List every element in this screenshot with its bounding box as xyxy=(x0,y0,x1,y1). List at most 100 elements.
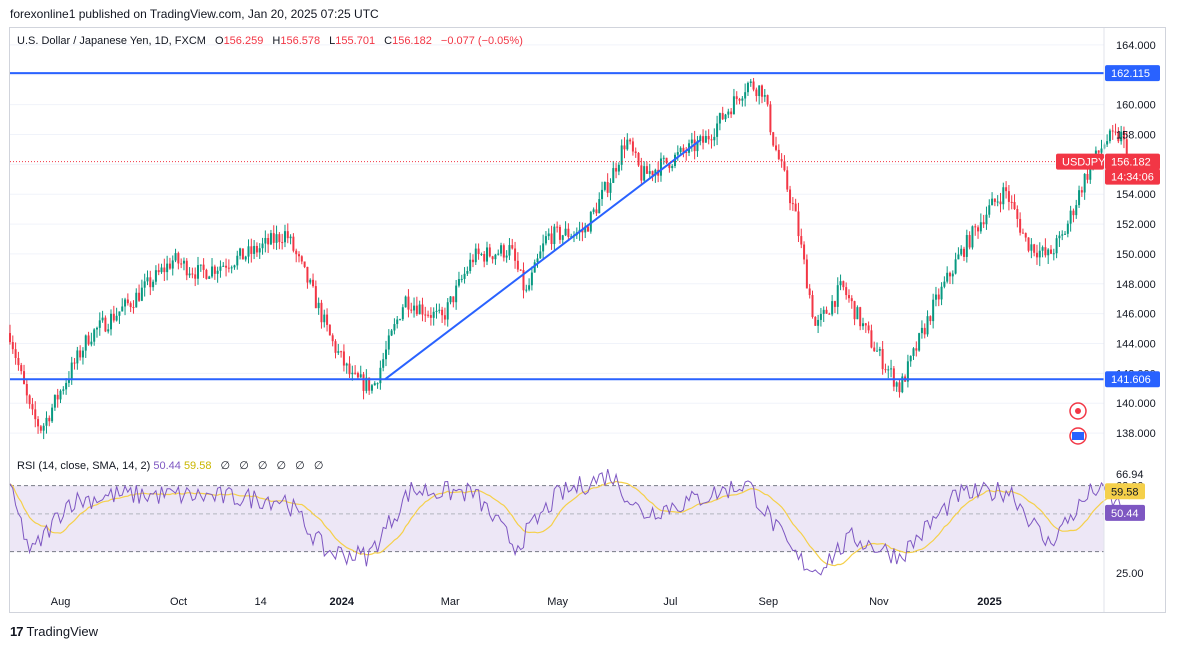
candle-body xyxy=(185,260,188,276)
candle xyxy=(960,245,963,257)
candle-body xyxy=(516,260,519,270)
candle-body xyxy=(679,147,682,153)
candle-body xyxy=(295,250,298,255)
candle-body xyxy=(455,285,458,303)
candle xyxy=(342,344,345,372)
candle-body xyxy=(780,159,783,162)
candle-body xyxy=(180,263,183,265)
candle-body xyxy=(819,313,822,320)
tradingview-footer[interactable]: 17 TradingView xyxy=(10,624,98,639)
candle-body xyxy=(558,226,561,240)
candle xyxy=(281,233,284,250)
candle-body xyxy=(775,145,778,150)
candle xyxy=(157,263,160,276)
candle xyxy=(648,163,651,178)
candle xyxy=(592,207,595,215)
candle xyxy=(918,332,921,352)
rsi-sma-badge-box xyxy=(1105,483,1145,500)
candle-body xyxy=(163,267,166,273)
candle xyxy=(631,137,634,156)
candle-body xyxy=(1055,238,1058,254)
candle xyxy=(452,296,455,308)
candle xyxy=(247,239,250,264)
candle-body xyxy=(31,404,34,410)
candle xyxy=(138,284,141,302)
candle xyxy=(623,137,626,159)
candle-body xyxy=(230,267,233,269)
candle-body xyxy=(441,309,444,316)
candle-body xyxy=(298,254,301,257)
candle xyxy=(269,229,272,246)
candle xyxy=(609,178,612,201)
candle-body xyxy=(1120,131,1123,142)
candle xyxy=(17,351,20,371)
candle-body xyxy=(1083,174,1086,193)
candle-body xyxy=(76,350,79,364)
candle-body xyxy=(620,145,623,165)
candle-body xyxy=(1066,223,1069,234)
price-tick: 164.000 xyxy=(1116,40,1156,52)
candle xyxy=(1013,194,1016,210)
candle-body xyxy=(348,363,351,375)
candle xyxy=(1106,134,1109,148)
candle xyxy=(550,225,553,250)
rsi-lines xyxy=(9,468,1131,576)
candle xyxy=(887,365,890,379)
candle xyxy=(1047,248,1050,264)
candle-body xyxy=(814,316,817,326)
candle xyxy=(842,280,845,291)
candle xyxy=(544,231,547,246)
candle xyxy=(455,279,458,310)
support-badge-box xyxy=(1105,371,1160,388)
close-value: 156.182 xyxy=(392,35,432,47)
candle xyxy=(968,231,971,250)
candle xyxy=(79,345,82,361)
candle xyxy=(724,113,727,122)
candle-body xyxy=(1049,249,1052,254)
candle-body xyxy=(166,263,169,273)
footer-brand: TradingView xyxy=(26,624,99,639)
candle-body xyxy=(37,419,40,427)
candle xyxy=(292,233,295,253)
candle-body xyxy=(413,305,416,311)
candle xyxy=(399,318,402,321)
candle xyxy=(309,278,312,285)
candle-body xyxy=(393,324,396,331)
candle xyxy=(239,247,242,260)
candle xyxy=(323,309,326,328)
candle xyxy=(188,267,191,278)
candle-body xyxy=(11,342,14,350)
candle xyxy=(298,251,301,263)
candle-body xyxy=(696,140,699,152)
candle-body xyxy=(247,246,250,257)
candle xyxy=(850,295,853,309)
candle xyxy=(177,251,180,270)
candle-body xyxy=(991,198,994,206)
candle-body xyxy=(278,234,281,243)
candle xyxy=(926,310,929,337)
candle-body xyxy=(730,111,733,115)
candle xyxy=(895,381,898,392)
candle xyxy=(199,264,202,272)
candle xyxy=(775,136,778,152)
candle-body xyxy=(901,376,904,393)
candle xyxy=(777,144,780,161)
candle-body xyxy=(763,95,766,97)
candle-body xyxy=(752,81,755,90)
candle xyxy=(168,257,171,270)
candle-body xyxy=(735,96,738,99)
chart-frame[interactable] xyxy=(9,27,1166,613)
candle xyxy=(373,381,376,386)
candle-body xyxy=(421,304,424,315)
candle-body xyxy=(968,235,971,248)
candle-body xyxy=(522,270,525,291)
candle-body xyxy=(219,266,222,271)
candle xyxy=(738,97,741,105)
low-value: 155.701 xyxy=(335,35,376,47)
candle-body xyxy=(738,98,741,101)
candle xyxy=(1078,185,1081,208)
candle-body xyxy=(208,276,211,279)
candle-body xyxy=(629,139,632,142)
candle xyxy=(598,192,601,214)
